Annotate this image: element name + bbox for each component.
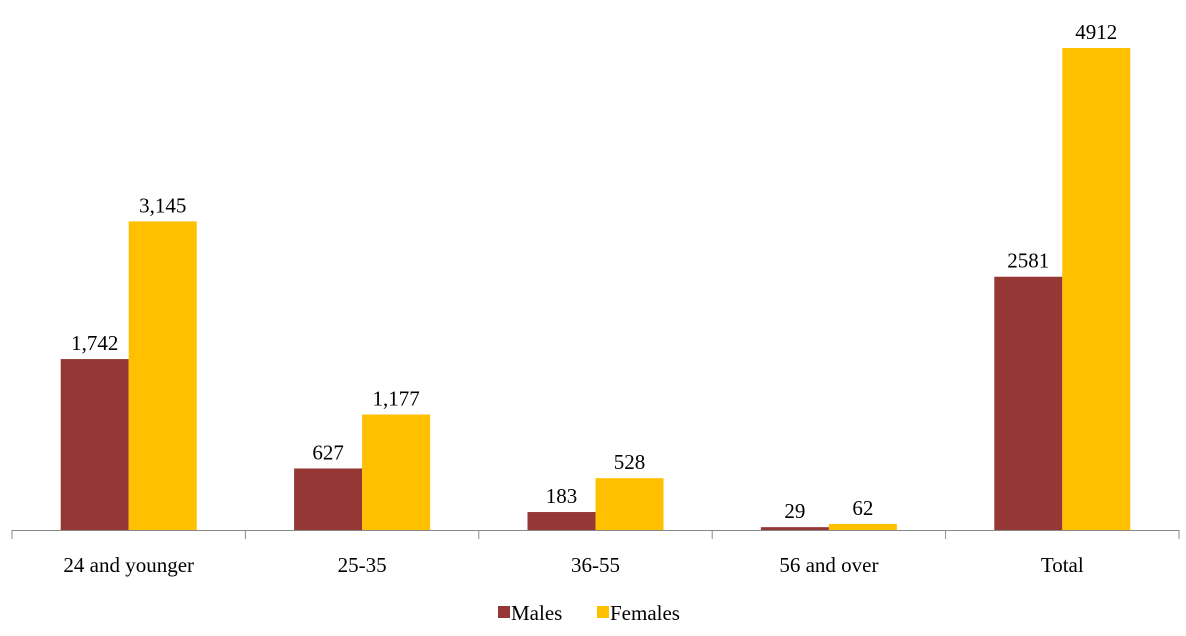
data-label-females-0: 3,145 xyxy=(139,193,186,217)
bar-males-1 xyxy=(294,468,363,530)
data-label-males-3: 29 xyxy=(784,499,805,523)
data-label-females-4: 4912 xyxy=(1075,20,1117,44)
bar-males-2 xyxy=(527,512,596,530)
x-tick-label-0: 24 and younger xyxy=(63,553,194,577)
bar-females-1 xyxy=(362,414,431,530)
bar-males-3 xyxy=(760,527,829,530)
legend-label-males: Males xyxy=(511,601,562,625)
bar-females-4 xyxy=(1062,48,1131,530)
legend-label-females: Females xyxy=(610,601,680,625)
legend-swatch-males xyxy=(498,606,510,618)
data-label-females-2: 528 xyxy=(614,450,646,474)
bar-females-2 xyxy=(595,478,664,530)
x-tick-label-4: Total xyxy=(1041,553,1084,577)
x-axis: 24 and younger 25-35 36-55 56 and over Total xyxy=(11,530,1180,577)
data-label-females-1: 1,177 xyxy=(372,387,419,411)
data-label-males-1: 627 xyxy=(312,440,344,464)
data-label-females-3: 62 xyxy=(852,496,873,520)
data-labels: 1,742 3,145 627 1,177 183 528 29 62 2581 4912 xyxy=(71,20,1117,523)
bar-males-4 xyxy=(994,276,1063,530)
bar-females-3 xyxy=(828,523,897,530)
x-tick-label-1: 25-35 xyxy=(338,553,387,577)
x-tick-label-3: 56 and over xyxy=(779,553,878,577)
data-label-males-2: 183 xyxy=(546,484,578,508)
data-label-males-0: 1,742 xyxy=(71,331,118,355)
data-label-males-4: 2581 xyxy=(1007,249,1049,273)
bars-layer xyxy=(60,48,1131,530)
legend-swatch-females xyxy=(597,606,609,618)
x-tick-label-2: 36-55 xyxy=(571,553,620,577)
bar-males-0 xyxy=(60,359,129,530)
legend: Males Females xyxy=(498,601,680,625)
bar-females-0 xyxy=(128,221,197,530)
